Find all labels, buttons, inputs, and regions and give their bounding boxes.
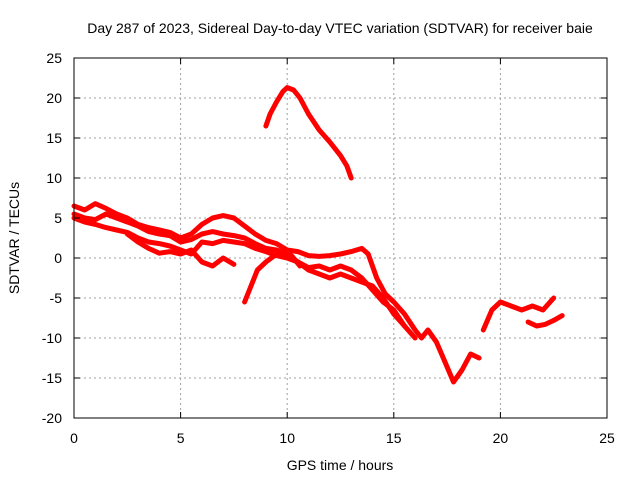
x-tick-label: 20: [493, 430, 509, 446]
chart-title: Day 287 of 2023, Sidereal Day-to-day VTE…: [87, 20, 593, 36]
y-axis-ticks: -20 -15 -10 -5 0 5 10 15 20 25: [42, 50, 607, 426]
y-tick-label: 10: [46, 170, 62, 186]
x-tick-label: 0: [70, 430, 78, 446]
y-tick-label: 5: [54, 210, 62, 226]
series-line-track-4: [124, 231, 237, 269]
y-tick-label: 0: [54, 250, 62, 266]
x-axis-ticks: 0 5 10 15 20 25: [70, 58, 615, 446]
series-group: [71, 85, 565, 385]
x-tick-label: 25: [599, 430, 615, 446]
series-line-track-7: [480, 295, 557, 333]
y-tick-label: 15: [46, 130, 62, 146]
y-axis-label: SDTVAR / TECUs: [6, 182, 22, 294]
y-tick-label: 25: [46, 50, 62, 66]
series-line-track-1: [71, 201, 482, 385]
series-line-track-8: [525, 313, 565, 329]
y-tick-label: -10: [42, 330, 62, 346]
y-tick-label: -5: [50, 290, 63, 306]
x-tick-label: 10: [279, 430, 295, 446]
x-tick-label: 15: [386, 430, 402, 446]
y-tick-label: 20: [46, 90, 62, 106]
grid-lines: [74, 58, 607, 418]
x-axis-label: GPS time / hours: [287, 457, 394, 473]
y-tick-label: -15: [42, 370, 62, 386]
plot-frame: [73, 57, 608, 419]
y-tick-label: -20: [42, 410, 62, 426]
series-line-track-5: [242, 249, 303, 305]
series-line-track-6: [263, 85, 354, 181]
series-line-track-2: [71, 211, 418, 341]
x-tick-label: 5: [177, 430, 185, 446]
